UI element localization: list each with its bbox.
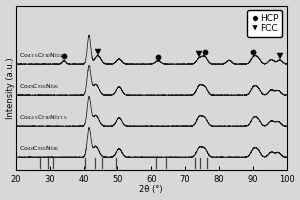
- Text: Co$_{42.5}$Cr$_{30}$Ni$_{27.5}$: Co$_{42.5}$Cr$_{30}$Ni$_{27.5}$: [19, 113, 68, 122]
- Text: Co$_{45}$Cr$_{30}$Ni$_{25}$: Co$_{45}$Cr$_{30}$Ni$_{25}$: [19, 82, 60, 91]
- X-axis label: 2θ (°): 2θ (°): [140, 185, 163, 194]
- Text: Co$_{47.5}$Cr$_{30}$Ni$_{22.5}$: Co$_{47.5}$Cr$_{30}$Ni$_{22.5}$: [19, 51, 68, 60]
- Legend: HCP, FCC: HCP, FCC: [248, 10, 282, 37]
- Y-axis label: Intensity (a.u.): Intensity (a.u.): [6, 57, 15, 119]
- Text: Co$_{40}$Cr$_{30}$Ni$_{30}$: Co$_{40}$Cr$_{30}$Ni$_{30}$: [19, 144, 60, 153]
